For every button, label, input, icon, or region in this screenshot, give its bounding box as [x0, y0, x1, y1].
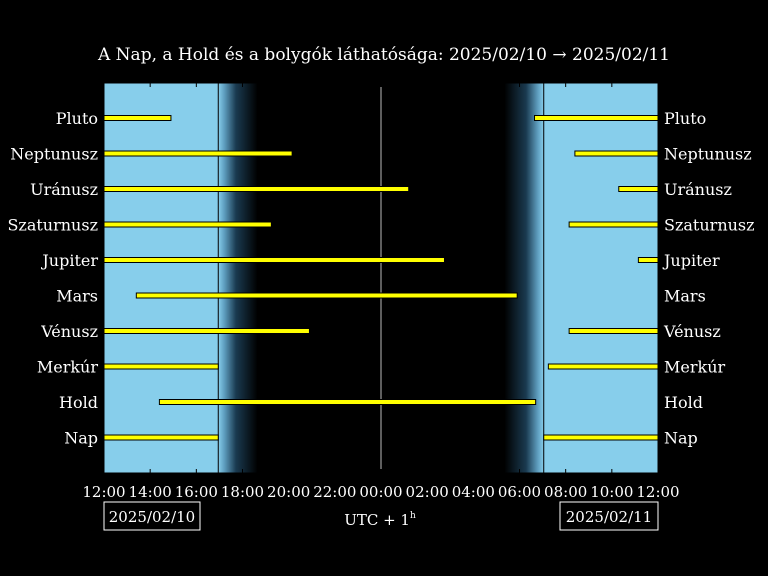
dawn-twilight	[504, 83, 544, 473]
bar-nap-2	[543, 434, 659, 441]
bar-szaturnusz-1	[103, 221, 272, 228]
y-label-left-szaturnusz: Szaturnusz	[7, 216, 98, 235]
day-area-left	[104, 83, 219, 473]
x-tick-label: 16:00	[175, 483, 218, 501]
date-right-label: 2025/02/11	[566, 508, 652, 526]
y-label-right-jupiter: Jupiter	[662, 251, 720, 270]
y-label-left-pluto: Pluto	[56, 109, 98, 128]
bar-nap-1	[103, 434, 219, 441]
x-axis-ticks: 12:00 14:00 16:00 18:00 20:00 22:00 00:00 02:00…	[82, 83, 680, 501]
x-axis-label-sup: h	[410, 511, 416, 521]
bar-jupiter-2	[637, 257, 659, 263]
y-labels-left: Pluto Neptunusz Uránusz Szaturnusz Jupiter Ma…	[7, 109, 98, 448]
bar-szaturnusz-2	[568, 221, 659, 228]
bar-neptunusz-1	[103, 150, 293, 157]
bar-merkur-1	[103, 363, 219, 370]
x-tick-label: 18:00	[221, 483, 264, 501]
x-tick-label: 12:00	[82, 483, 125, 501]
x-tick-label: 20:00	[267, 483, 310, 501]
x-tick-label: 04:00	[452, 483, 495, 501]
x-tick-label: 06:00	[498, 483, 541, 501]
y-label-left-hold: Hold	[59, 393, 98, 412]
x-axis-label-main: UTC + 1	[344, 511, 410, 529]
y-label-right-hold: Hold	[664, 393, 703, 412]
bar-venusz-2	[568, 328, 659, 334]
y-label-left-jupiter: Jupiter	[40, 251, 98, 270]
y-label-right-neptunusz: Neptunusz	[664, 145, 752, 164]
bar-uranusz-1	[103, 186, 410, 192]
date-left-label: 2025/02/10	[109, 508, 195, 526]
bar-neptunusz-2	[574, 150, 659, 157]
y-label-left-nap: Nap	[64, 429, 98, 448]
chart-title: A Nap, a Hold és a bolygók láthatósága: …	[97, 45, 670, 65]
y-label-right-nap: Nap	[664, 429, 698, 448]
y-label-right-szaturnusz: Szaturnusz	[664, 216, 755, 235]
bar-mars-1	[135, 292, 518, 299]
y-label-left-neptunusz: Neptunusz	[10, 145, 98, 164]
bar-jupiter-1	[103, 257, 445, 263]
plot-background	[103, 82, 659, 474]
y-label-right-pluto: Pluto	[664, 109, 706, 128]
x-tick-label: 22:00	[313, 483, 356, 501]
bar-pluto-2	[534, 115, 659, 121]
x-tick-label: 00:00	[359, 483, 402, 501]
x-tick-label: 10:00	[590, 483, 633, 501]
x-tick-label: 14:00	[129, 483, 172, 501]
y-label-right-uranusz: Uránusz	[664, 180, 732, 199]
y-labels-right: Pluto Neptunusz Uránusz Szaturnusz Jupiter Ma…	[662, 109, 755, 448]
bar-hold-1	[158, 399, 537, 405]
y-label-left-venusz: Vénusz	[40, 322, 98, 341]
date-box-left: 2025/02/10	[103, 501, 201, 531]
date-box-right: 2025/02/11	[559, 501, 659, 531]
bar-uranusz-2	[618, 186, 659, 192]
y-label-right-merkur: Merkúr	[664, 358, 726, 377]
y-label-left-uranusz: Uránusz	[30, 180, 98, 199]
dusk-twilight	[218, 83, 258, 473]
visibility-bars	[103, 115, 659, 441]
x-tick-label: 02:00	[406, 483, 449, 501]
bar-pluto-1	[103, 115, 172, 121]
y-label-left-merkur: Merkúr	[37, 358, 99, 377]
y-label-right-venusz: Vénusz	[663, 322, 721, 341]
bar-venusz-1	[103, 328, 310, 334]
x-axis-label: UTC + 1h	[344, 511, 416, 529]
day-area-right	[543, 83, 658, 473]
y-label-left-mars: Mars	[56, 287, 98, 306]
bar-merkur-2	[547, 363, 659, 370]
x-tick-label: 12:00	[636, 483, 679, 501]
x-tick-label: 08:00	[544, 483, 587, 501]
y-label-right-mars: Mars	[664, 287, 706, 306]
